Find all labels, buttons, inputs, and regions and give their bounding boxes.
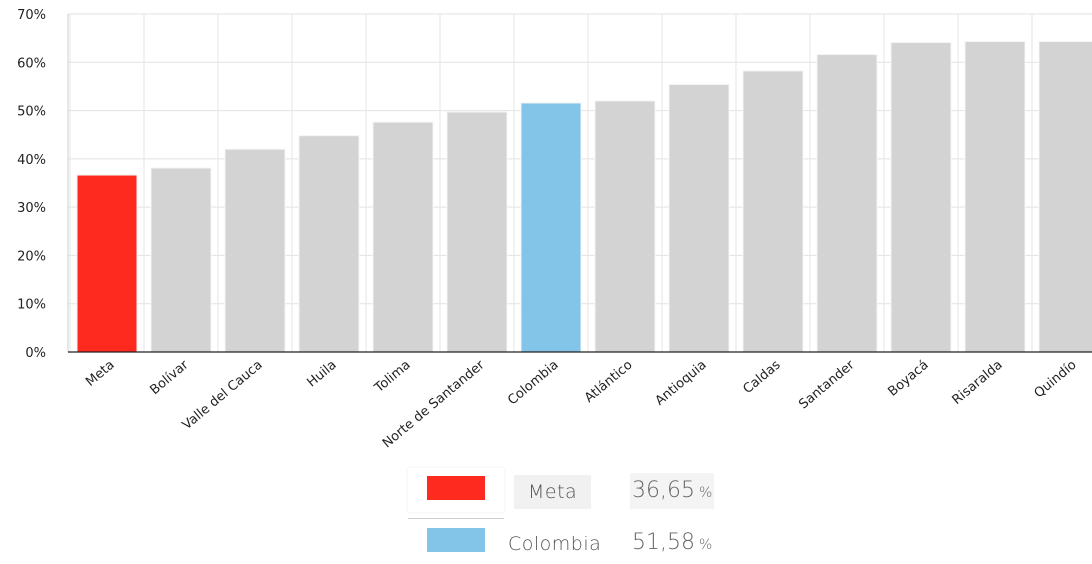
legend-value-unit: % <box>698 485 713 501</box>
x-tick-label: Bolívar <box>147 357 192 398</box>
x-tick-label: Huila <box>304 358 339 391</box>
bar-quindío <box>1038 41 1092 353</box>
bar-valle-del-cauca <box>224 148 286 353</box>
x-tick-label: Atlántico <box>582 358 636 406</box>
y-axis: 0% 10% 20% 30% 40% 50% 60% 70% <box>17 8 69 361</box>
x-tick-label: Colombia <box>505 358 561 409</box>
x-tick-label: Valle del Cauca <box>180 358 266 434</box>
bar-antioquia <box>668 83 730 353</box>
legend-label-meta: Meta <box>514 475 592 509</box>
bar-caldas <box>742 70 804 353</box>
bar-huila <box>298 135 360 353</box>
y-tick-label: 60% <box>17 56 46 71</box>
bar-norte-de-santander <box>446 111 508 353</box>
legend-value-unit: % <box>698 537 713 553</box>
legend-label-colombia: Colombia <box>508 533 602 555</box>
bar-bolívar <box>150 167 212 353</box>
y-tick-label: 30% <box>17 201 46 216</box>
x-tick-label: Risaralda <box>950 358 1006 408</box>
x-tick-label: Tolima <box>371 358 413 397</box>
legend-swatch-meta <box>427 476 485 500</box>
y-tick-label: 20% <box>17 249 46 264</box>
legend-item-colombia: Colombia 51,58% <box>408 520 738 564</box>
bar-boyacá <box>890 41 952 353</box>
x-tick-label: Boyacá <box>885 358 931 400</box>
bar-meta <box>76 174 138 353</box>
legend-value-meta: 36,65% <box>630 473 715 509</box>
y-tick-label: 50% <box>17 105 46 120</box>
legend-item-meta: Meta 36,65% <box>408 468 738 512</box>
legend: Meta 36,65% Colombia 51,58% <box>408 468 738 555</box>
bar-risaralda <box>964 41 1026 353</box>
x-tick-label: Antioquia <box>653 358 710 409</box>
bars <box>76 41 1092 353</box>
x-tick-label: Quindío <box>1032 358 1080 402</box>
x-tick-label: Santander <box>796 357 858 412</box>
legend-value-colombia: 51,58% <box>630 525 714 561</box>
legend-divider <box>408 518 504 519</box>
y-tick-label: 40% <box>17 153 46 168</box>
legend-value-number: 51,58 <box>632 530 695 555</box>
legend-swatch-colombia <box>427 528 485 552</box>
legend-swatch-cell <box>408 468 504 512</box>
y-tick-label: 10% <box>17 298 46 313</box>
y-tick-label: 0% <box>25 346 46 361</box>
y-tick-label: 70% <box>17 8 46 23</box>
legend-value-number: 36,65 <box>632 478 695 503</box>
bar-santander <box>816 54 878 353</box>
x-tick-label: Meta <box>83 358 117 390</box>
bar-atlántico <box>594 100 656 353</box>
bar-tolima <box>372 121 434 353</box>
x-tick-label: Caldas <box>740 357 783 397</box>
bar-colombia <box>520 102 582 353</box>
bar-chart: 0% 10% 20% 30% 40% 50% 60% 70% Meta BolívarValle… <box>17 8 1092 451</box>
